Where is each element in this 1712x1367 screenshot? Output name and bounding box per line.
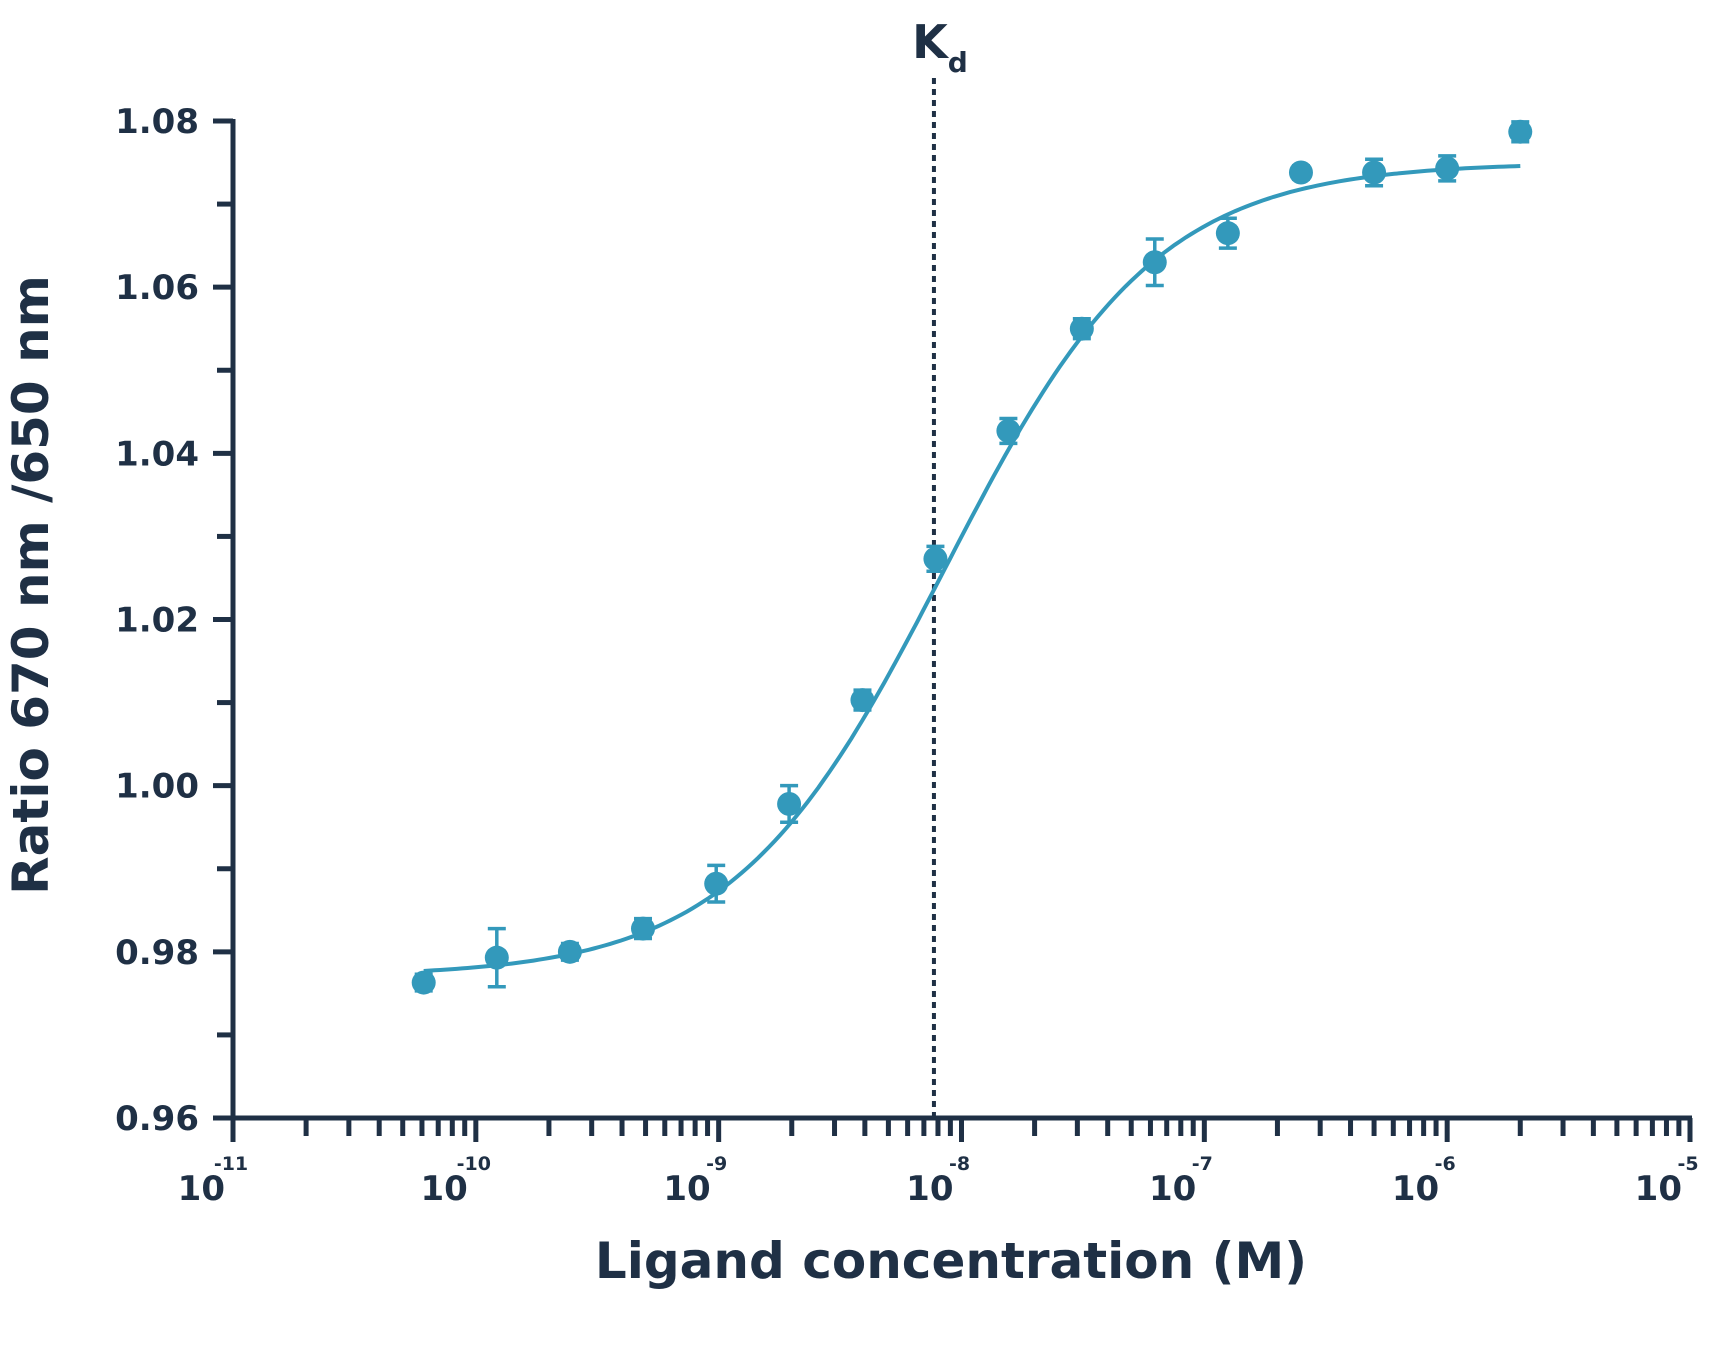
kd-label: Kd [912, 15, 968, 79]
y-tick-label: 0.96 [115, 1099, 199, 1139]
kd-label-subscript: d [948, 46, 968, 79]
data-point [777, 783, 802, 824]
x-tick-exponent: -9 [706, 1153, 727, 1175]
x-tick-exponent: -7 [1192, 1153, 1213, 1175]
y-tick-label: 1.08 [115, 102, 199, 142]
x-tick-exponent: -5 [1677, 1153, 1698, 1175]
data-point [1435, 154, 1460, 183]
y-axis-tick-labels: 0.96 0.98 1.00 1.02 1.04 1.06 1.08 [115, 102, 199, 1139]
x-tick-exponent: -11 [214, 1153, 248, 1175]
data-marker [411, 970, 436, 995]
data-marker [1362, 160, 1387, 185]
data-point [1142, 237, 1167, 288]
data-marker [850, 688, 875, 713]
x-tick-exponent: -6 [1435, 1153, 1456, 1175]
data-marker [631, 916, 656, 941]
data-point [631, 916, 656, 941]
y-axis-ticks [213, 118, 233, 1121]
data-point [484, 926, 509, 989]
x-axis-ticks [230, 1118, 1693, 1142]
y-axis-title: Ratio 670 nm /650 nm [2, 275, 60, 895]
data-marker [1288, 160, 1313, 185]
x-tick-label: 10 [178, 1169, 225, 1209]
data-point [996, 416, 1021, 446]
data-point [1508, 119, 1533, 144]
data-marker [923, 546, 948, 571]
data-point [1215, 216, 1240, 250]
x-tick-label: 10 [421, 1169, 468, 1209]
data-marker [1215, 221, 1240, 246]
data-point [1362, 157, 1387, 188]
x-tick-exponent: -8 [949, 1153, 970, 1175]
kd-label-main: K [912, 15, 950, 69]
data-point [411, 970, 436, 995]
data-point [1069, 316, 1094, 341]
data-point [557, 939, 582, 964]
data-marker [777, 791, 802, 816]
data-marker [1508, 119, 1533, 144]
data-marker [1069, 316, 1094, 341]
data-points [411, 119, 1533, 995]
x-tick-label: 10 [663, 1169, 710, 1209]
data-marker [484, 945, 509, 970]
x-tick-exponent: -10 [457, 1153, 491, 1175]
data-point [923, 544, 948, 574]
y-tick-label: 1.02 [115, 601, 199, 641]
x-tick-label: 10 [1635, 1169, 1682, 1209]
data-point [704, 863, 729, 904]
data-point [850, 688, 875, 713]
x-tick-label: 10 [906, 1169, 953, 1209]
y-tick-label: 1.06 [115, 268, 199, 308]
data-marker [557, 939, 582, 964]
data-marker [996, 418, 1021, 443]
data-marker [704, 871, 729, 896]
data-point [1288, 160, 1313, 185]
fit-curve [423, 164, 1521, 973]
y-tick-label: 0.98 [115, 933, 199, 973]
x-tick-label: 10 [1392, 1169, 1439, 1209]
x-axis-title: Ligand concentration (M) [595, 1232, 1307, 1290]
y-tick-label: 1.00 [115, 767, 199, 807]
data-marker [1435, 156, 1460, 181]
y-tick-label: 1.04 [115, 434, 199, 474]
x-tick-label: 10 [1149, 1169, 1196, 1209]
data-marker [1142, 250, 1167, 275]
